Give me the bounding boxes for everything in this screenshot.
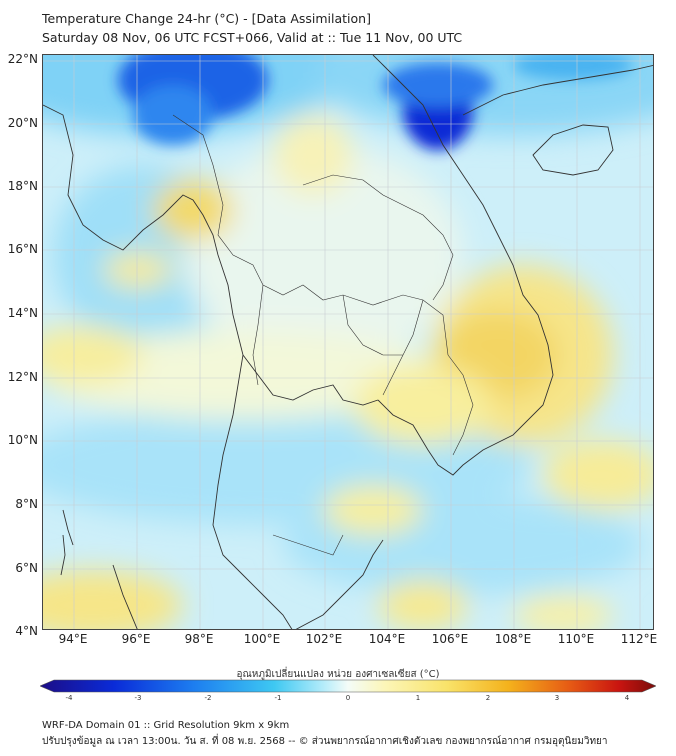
colorbar-tick-neg1: -1 — [274, 694, 282, 702]
lon-label-106: 106°E — [431, 632, 469, 646]
colorbar-tick-neg2: -2 — [204, 694, 212, 702]
map-title: Temperature Change 24-hr (°C) - [Data As… — [42, 11, 371, 26]
lon-label-100: 100°E — [243, 632, 281, 646]
lon-label-98: 98°E — [184, 632, 214, 646]
temperature-change-field — [43, 55, 653, 629]
colorbar-tick-0: 0 — [345, 694, 351, 702]
graticule — [43, 55, 653, 629]
colorbar-title: อุณหภูมิเปลี่ยนแปลง หน่วย องศาเซลเซียส (… — [236, 669, 440, 680]
map-subtitle: Saturday 08 Nov, 06 UTC FCST+066, Valid … — [42, 30, 463, 45]
colorbar-tick-neg4: -4 — [65, 694, 73, 702]
lat-label-12: 12°N — [7, 370, 38, 384]
map-panel — [42, 54, 654, 630]
lon-label-94: 94°E — [58, 632, 88, 646]
lat-label-8: 8°N — [15, 497, 38, 511]
colorbar-tick-1: 1 — [415, 694, 421, 702]
coastlines — [43, 55, 653, 629]
lon-label-110: 110°E — [557, 632, 595, 646]
colorbar — [40, 679, 656, 693]
colorbar-tick-2: 2 — [485, 694, 491, 702]
country-borders — [172, 114, 474, 556]
lat-label-10: 10°N — [7, 433, 38, 447]
lon-label-104: 104°E — [368, 632, 406, 646]
update-credit: ปรับปรุงข้อมูล ณ เวลา 13:00น. วัน ส. ที่… — [42, 736, 608, 747]
lat-label-14: 14°N — [7, 306, 38, 320]
lon-label-102: 102°E — [305, 632, 343, 646]
lon-label-96: 96°E — [121, 632, 151, 646]
colorbar-tick-neg3: -3 — [134, 694, 142, 702]
lat-label-18: 18°N — [7, 179, 38, 193]
lat-label-16: 16°N — [7, 242, 38, 256]
lat-label-22: 22°N — [7, 52, 38, 66]
model-info: WRF-DA Domain 01 :: Grid Resolution 9km … — [42, 720, 290, 731]
lon-label-108: 108°E — [494, 632, 532, 646]
lat-label-6: 6°N — [15, 561, 38, 575]
lat-label-4: 4°N — [15, 624, 38, 638]
lon-label-112: 112°E — [620, 632, 658, 646]
lat-label-20: 20°N — [7, 116, 38, 130]
colorbar-tick-3: 3 — [554, 694, 560, 702]
colorbar-tick-4: 4 — [624, 694, 630, 702]
